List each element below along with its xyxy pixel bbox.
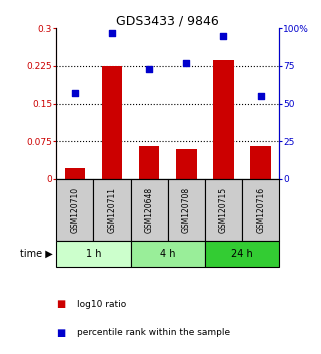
Bar (102, 66, 122, 179)
Point (72, 90, 77, 96)
Point (258, 93, 263, 99)
Bar (93, 179, 131, 241)
Text: 24 h: 24 h (231, 249, 253, 259)
Bar (139, 146, 159, 179)
Text: GSM120710: GSM120710 (70, 187, 79, 233)
Text: GSM120708: GSM120708 (182, 187, 191, 233)
Bar (205, 179, 242, 241)
Text: 1 h: 1 h (86, 249, 101, 259)
Point (147, 66, 152, 72)
Text: GSM120716: GSM120716 (256, 187, 265, 233)
Bar (250, 146, 271, 179)
Text: GSM120715: GSM120715 (219, 187, 228, 233)
Bar (213, 60, 234, 179)
Bar (205, 241, 279, 267)
Title: GDS3433 / 9846: GDS3433 / 9846 (116, 14, 219, 27)
Point (109, 30, 115, 36)
Point (184, 60, 189, 66)
Bar (242, 179, 279, 241)
Bar (168, 179, 205, 241)
Bar (131, 179, 168, 241)
Text: time ▶: time ▶ (20, 249, 53, 259)
Point (221, 33, 226, 39)
Text: GSM120711: GSM120711 (108, 187, 117, 233)
Text: percentile rank within the sample: percentile rank within the sample (77, 328, 230, 337)
Text: 4 h: 4 h (160, 249, 176, 259)
Text: ■: ■ (56, 299, 65, 309)
Text: ■: ■ (56, 328, 65, 338)
Bar (131, 241, 205, 267)
Bar (65, 168, 85, 179)
Bar (56, 241, 131, 267)
Text: log10 ratio: log10 ratio (77, 300, 126, 309)
Text: GSM120648: GSM120648 (145, 187, 154, 233)
Bar (176, 149, 196, 179)
Bar (56, 179, 93, 241)
